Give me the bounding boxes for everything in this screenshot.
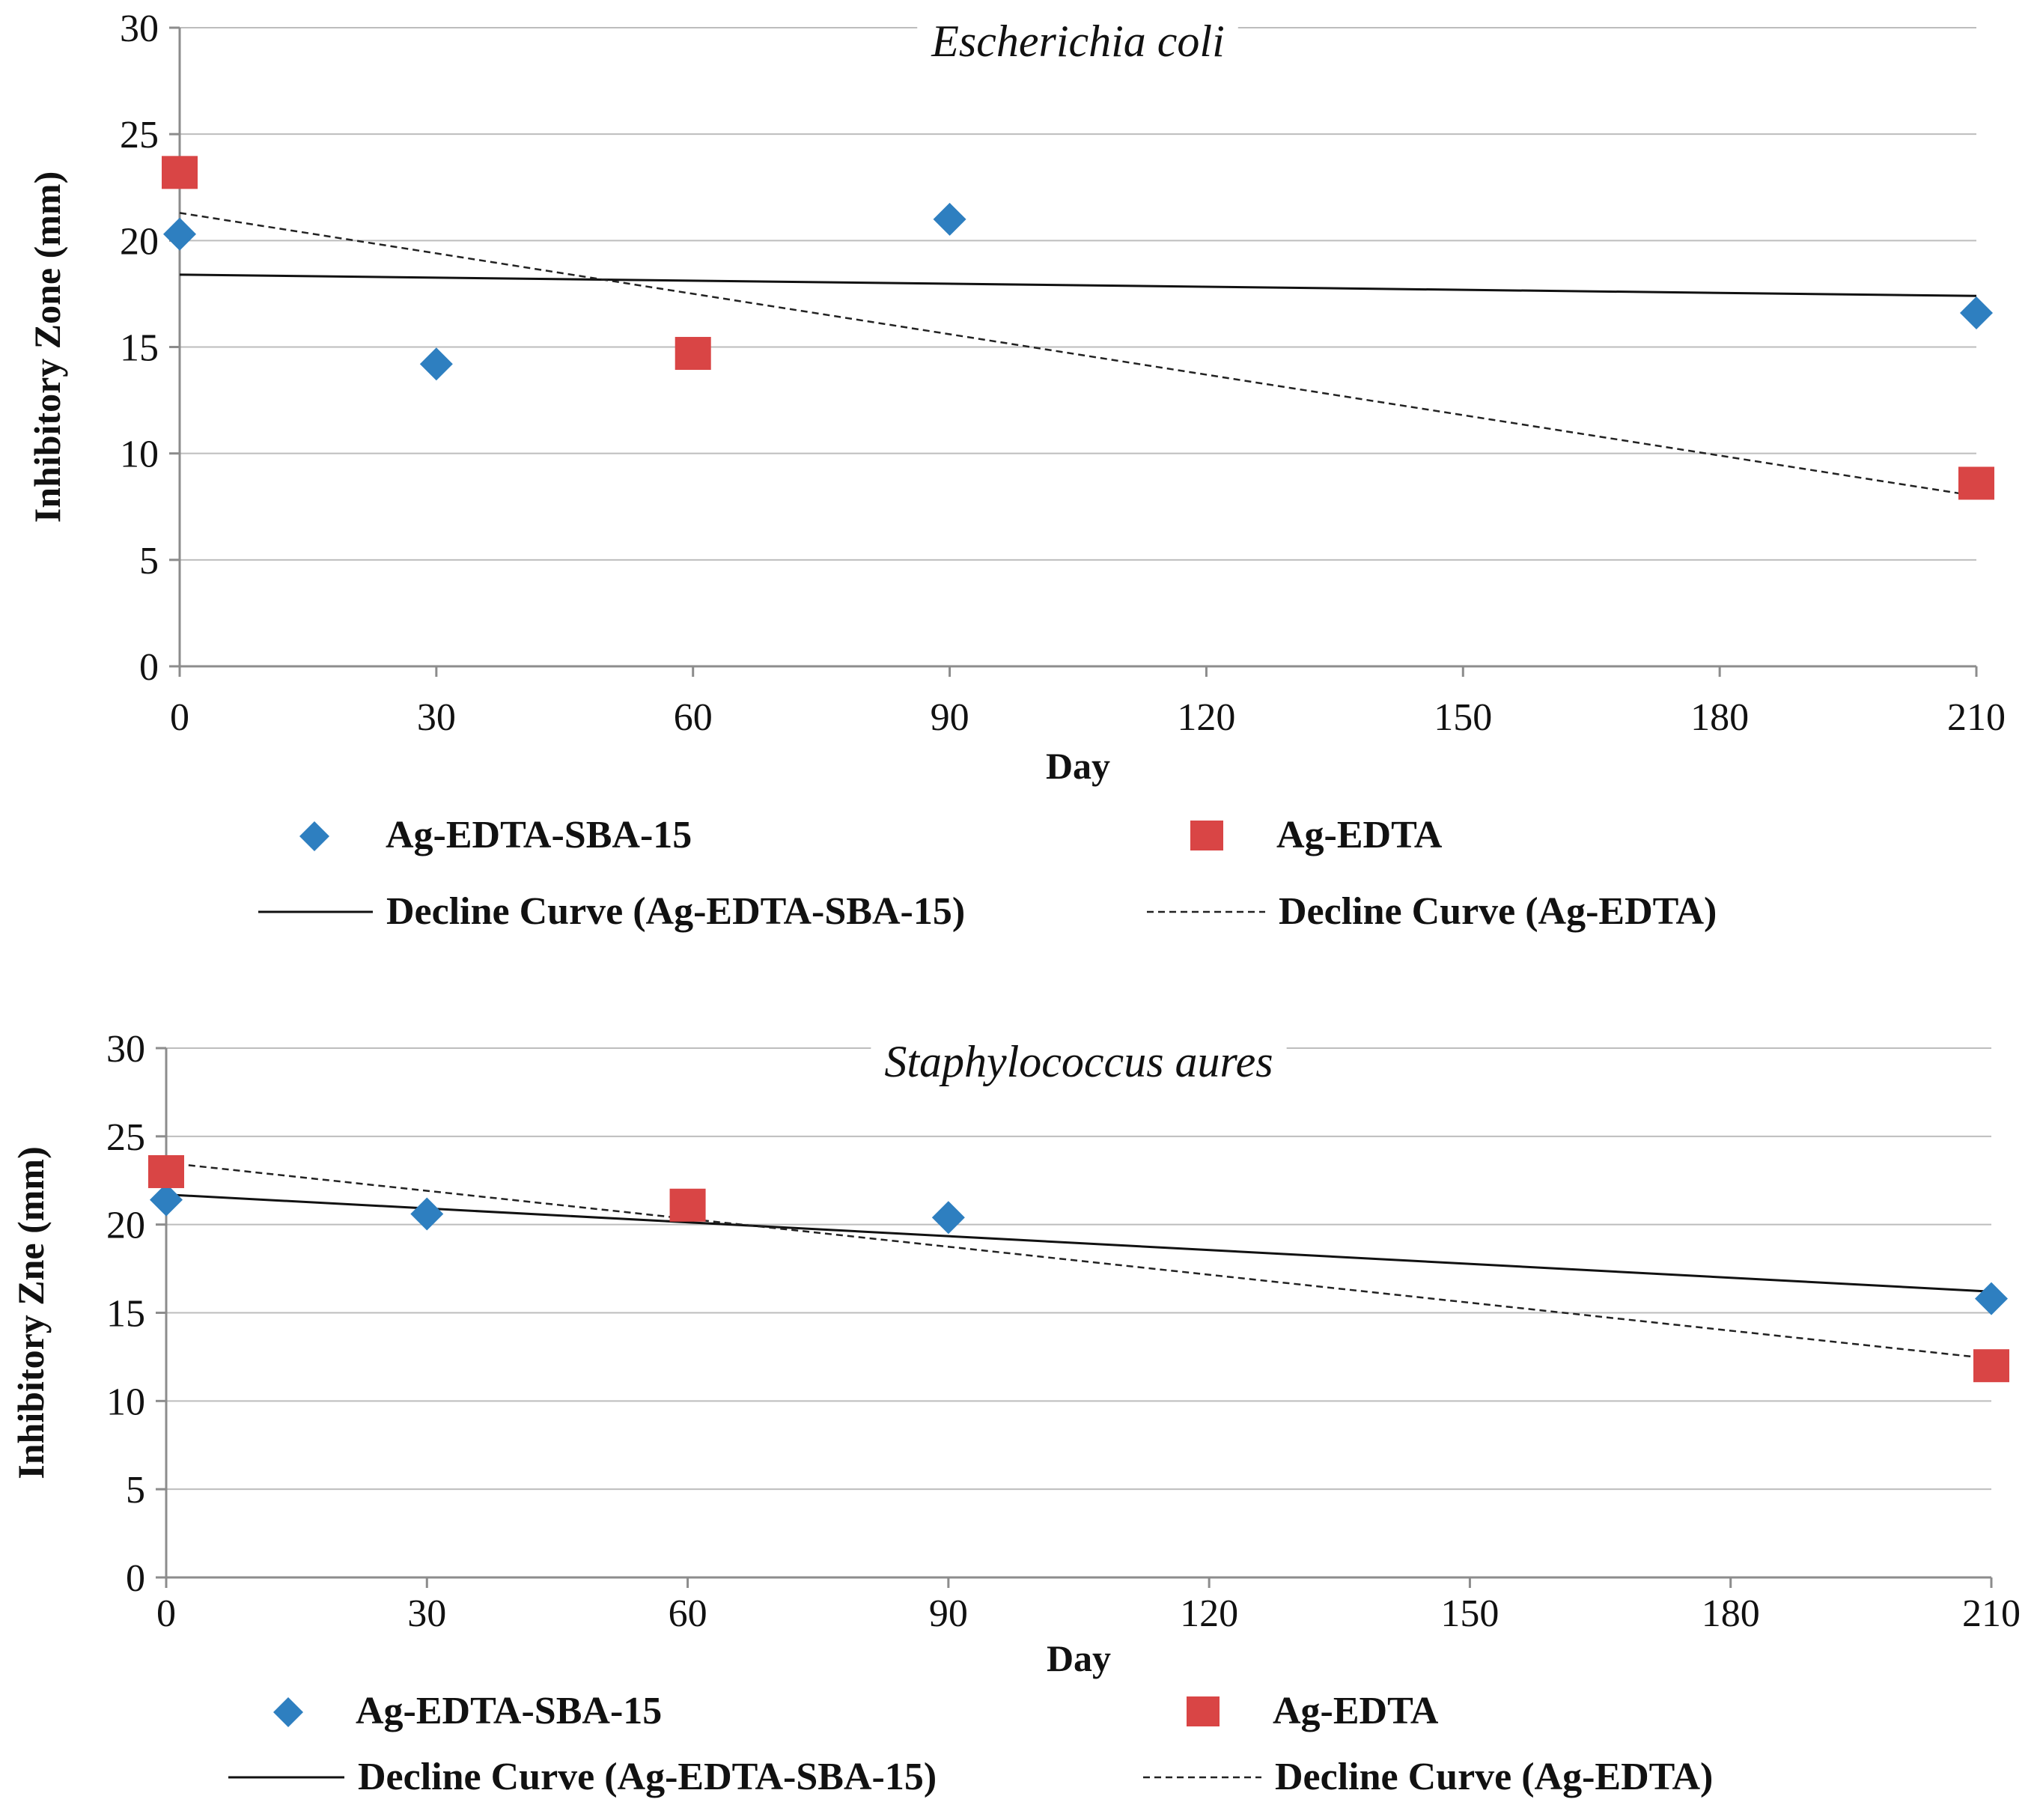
y-tick-label: 30 xyxy=(106,1028,145,1071)
y-tick-label: 0 xyxy=(139,646,159,689)
x-tick-label: 180 xyxy=(1702,1592,1760,1635)
legend-label: Decline Curve (Ag-EDTA) xyxy=(1275,1756,1713,1798)
y-tick-label: 20 xyxy=(120,220,159,263)
y-tick-label: 5 xyxy=(139,540,159,582)
legend-label: Ag-EDTA xyxy=(1273,1690,1439,1732)
y-tick-label: 25 xyxy=(106,1116,145,1159)
data-point-ag-edta xyxy=(162,156,198,189)
data-point-ag-edta-sba-15 xyxy=(1960,296,1993,330)
y-tick-label: 0 xyxy=(126,1557,145,1600)
trendline-ag-edta xyxy=(165,1161,1992,1360)
y-tick-label: 10 xyxy=(106,1381,145,1423)
data-point-ag-edta xyxy=(148,1154,184,1188)
data-point-ag-edta-sba-15 xyxy=(410,1197,444,1231)
legend-marker-ag-edta xyxy=(1187,1696,1220,1726)
data-point-ag-edta xyxy=(1973,1349,2009,1383)
legend: Ag-EDTA-SBA-15 Ag-EDTA Decline Curve (Ag-E… xyxy=(228,1690,1713,1798)
x-tick-label: 210 xyxy=(1962,1592,2021,1635)
x-tick-label: 210 xyxy=(1947,696,2006,739)
trendline-ag-edta-sba-15 xyxy=(165,1193,1992,1293)
y-tick-label: 10 xyxy=(120,433,159,476)
x-tick-label: 60 xyxy=(669,1592,707,1635)
x-tick-label: 0 xyxy=(156,1592,176,1635)
data-point-ag-edta-sba-15 xyxy=(163,217,196,251)
chart-title: Escherichia coli xyxy=(931,16,1225,66)
legend-label: Ag-EDTA-SBA-15 xyxy=(356,1690,662,1732)
x-tick-label: 120 xyxy=(1177,696,1235,739)
legend-label: Ag-EDTA-SBA-15 xyxy=(386,814,692,856)
x-tick-label: 30 xyxy=(407,1592,446,1635)
x-axis-title: Day xyxy=(1047,1637,1111,1679)
legend-label: Decline Curve (Ag-EDTA-SBA-15) xyxy=(386,890,965,933)
x-tick-label: 150 xyxy=(1434,696,1492,739)
data-point-ag-edta-sba-15 xyxy=(419,347,453,381)
legend-label: Decline Curve (Ag-EDTA-SBA-15) xyxy=(358,1756,937,1798)
chart-1: 0 5 10 15 20 25 30 0 30 60 90 120 150 180 210 Escherich… xyxy=(26,7,2006,933)
x-tick-label: 60 xyxy=(674,696,713,739)
legend-marker-ag-edta xyxy=(1190,821,1223,850)
legend-marker-ag-edta-sba-15 xyxy=(299,821,329,851)
x-tick-label: 90 xyxy=(931,696,969,739)
data-point-ag-edta xyxy=(669,1188,706,1222)
y-tick-label: 5 xyxy=(126,1469,145,1512)
legend-label: Ag-EDTA xyxy=(1276,814,1443,856)
trendline-ag-edta-sba-15 xyxy=(179,273,1977,297)
y-tick-label: 15 xyxy=(120,327,159,370)
legend: Ag-EDTA-SBA-15 Ag-EDTA Decline Curve (Ag-E… xyxy=(258,814,1717,933)
chart-title-background xyxy=(917,16,1238,66)
chart-title: Staphylococcus aures xyxy=(884,1037,1273,1086)
x-tick-label: 150 xyxy=(1440,1592,1499,1635)
data-point-ag-edta-sba-15 xyxy=(933,202,966,236)
data-point-ag-edta xyxy=(1958,466,1994,500)
y-tick-label: 20 xyxy=(106,1205,145,1247)
chart-2: 0 5 10 15 20 25 30 0 30 60 90 120 150 180 210 Staphyloc… xyxy=(10,1028,2021,1798)
legend-marker-ag-edta-sba-15 xyxy=(273,1697,303,1727)
y-axis-title: Inhibitory Zone (mm) xyxy=(26,171,68,523)
legend-label: Decline Curve (Ag-EDTA) xyxy=(1279,890,1717,933)
x-axis-title: Day xyxy=(1046,745,1110,787)
data-point-ag-edta xyxy=(675,337,711,371)
x-tick-label: 90 xyxy=(929,1592,968,1635)
y-tick-label: 15 xyxy=(106,1293,145,1336)
x-tick-label: 180 xyxy=(1690,696,1749,739)
data-point-ag-edta-sba-15 xyxy=(150,1183,183,1217)
y-axis-title: Inhibitory Zne (mm) xyxy=(10,1146,52,1479)
chart-title-background xyxy=(871,1037,1287,1086)
data-point-ag-edta-sba-15 xyxy=(931,1201,965,1235)
x-tick-label: 30 xyxy=(417,696,456,739)
y-tick-label: 25 xyxy=(120,114,159,156)
x-tick-label: 0 xyxy=(170,696,189,739)
data-point-ag-edta-sba-15 xyxy=(1975,1282,2008,1315)
y-tick-label: 30 xyxy=(120,7,159,50)
x-tick-label: 120 xyxy=(1180,1592,1238,1635)
